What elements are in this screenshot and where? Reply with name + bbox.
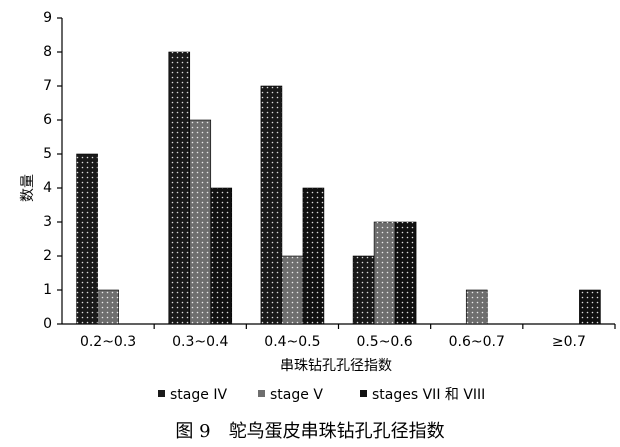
x-axis-label: 串珠钻孔孔径指数 — [280, 358, 392, 374]
bar-texture — [210, 188, 232, 324]
y-tick-label: 1 — [43, 282, 52, 298]
y-tick-label: 8 — [43, 44, 52, 60]
x-tick-label: 0.3~0.4 — [172, 334, 228, 350]
y-tick-label: 7 — [43, 78, 52, 94]
y-axis-label: 数量 — [20, 174, 36, 202]
legend-label: stage V — [270, 387, 323, 403]
y-tick-label: 4 — [43, 180, 52, 196]
bar-texture — [579, 290, 601, 324]
bar-texture — [302, 188, 324, 324]
x-tick-label: ≥0.7 — [552, 334, 586, 350]
bar-texture — [353, 256, 375, 324]
y-tick-label: 3 — [43, 214, 52, 230]
legend-swatch — [258, 390, 265, 397]
x-tick-label: 0.2~0.3 — [80, 334, 136, 350]
bar-texture — [189, 120, 211, 324]
bar-texture — [466, 290, 488, 324]
bar-texture — [260, 86, 282, 324]
x-tick-label: 0.6~0.7 — [449, 334, 505, 350]
caption: 图 9 鸵鸟蛋皮串珠钻孔孔径指数 — [175, 421, 444, 442]
y-tick-label: 2 — [43, 248, 52, 264]
legend-swatch — [158, 390, 165, 397]
y-tick-label: 5 — [43, 146, 52, 162]
bar-texture — [97, 290, 119, 324]
legend-swatch — [360, 390, 367, 397]
bar-texture — [168, 52, 190, 324]
bar-texture — [374, 222, 396, 324]
y-tick-label: 6 — [43, 112, 52, 128]
x-tick-label: 0.5~0.6 — [356, 334, 412, 350]
y-tick-label: 9 — [43, 10, 52, 26]
bar-texture — [395, 222, 417, 324]
legend-label: stage IV — [170, 387, 227, 403]
y-tick-label: 0 — [43, 316, 52, 332]
legend-label: stages VII 和 VIII — [372, 387, 485, 403]
x-tick-label: 0.4~0.5 — [264, 334, 320, 350]
bar-texture — [76, 154, 98, 324]
bar-texture — [281, 256, 303, 324]
